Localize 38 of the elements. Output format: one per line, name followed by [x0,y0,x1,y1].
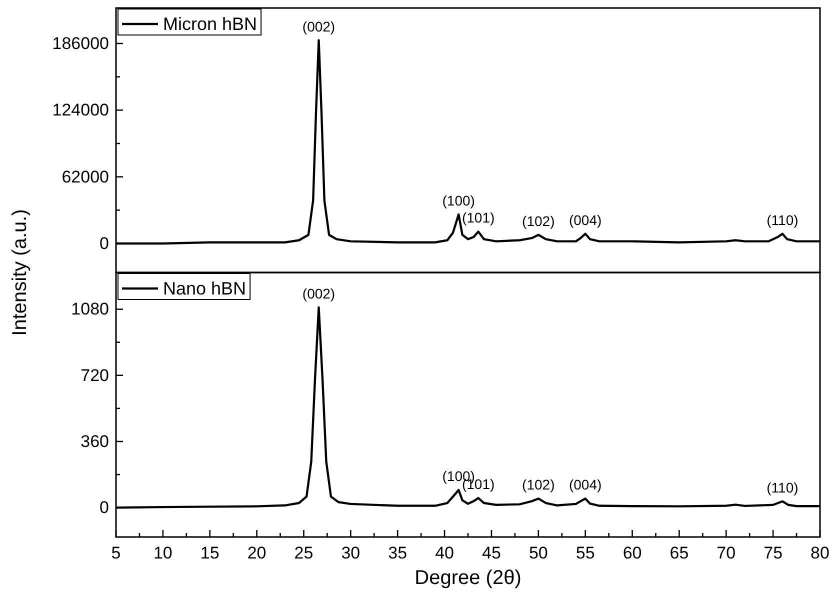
y-tick-label: 186000 [52,34,109,53]
x-tick-label: 45 [482,544,501,563]
x-tick-label: 35 [388,544,408,563]
y-tick-label: 124000 [52,100,109,120]
x-tick-label: 75 [764,544,783,563]
annotation: (110) [766,479,798,496]
x-tick-label: 20 [247,544,266,563]
x-tick-label: 5 [111,544,121,563]
y-tick-label: 1080 [71,300,109,319]
annotation: (102) [522,476,555,493]
x-tick-label: 40 [435,544,454,563]
legend-label: Micron hBN [163,14,258,34]
legend-label: Nano hBN [163,278,246,298]
annotation: (102) [522,212,555,229]
annotation: (002) [302,18,336,34]
x-tick-label: 60 [622,544,642,563]
y-tick-label: 360 [80,432,109,451]
x-tick-label: 25 [294,544,314,563]
annotation: (101) [462,210,495,226]
x-tick-label: 30 [341,544,360,563]
x-tick-label: 65 [670,544,689,563]
y-tick-label: 62000 [62,167,109,186]
annotation: (110) [766,212,798,228]
y-tick-label: 0 [100,498,109,518]
x-tick-label: 50 [528,544,548,563]
y-axis-title: Intensity (a.u.) [9,209,31,336]
x-tick-label: 80 [810,544,830,563]
annotation: (004) [568,212,602,228]
x-tick-label: 70 [716,544,736,563]
x-tick-label: 55 [576,544,595,563]
x-axis-title: Degree (2θ) [414,567,522,589]
x-tick-label: 15 [200,544,220,563]
annotation: (004) [568,476,602,493]
annotation: (002) [302,285,336,302]
annotation: (100) [442,192,475,208]
y-tick-label: 720 [80,366,109,385]
x-tick-label: 10 [153,544,172,563]
y-tick-label: 0 [100,234,109,253]
